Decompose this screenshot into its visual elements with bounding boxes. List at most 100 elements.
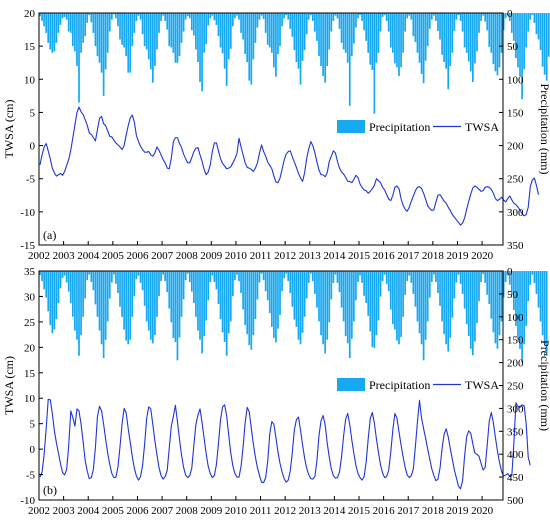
precipitation-bar [252, 13, 255, 60]
precipitation-bar [162, 271, 164, 275]
precipitation-bar [260, 271, 263, 274]
precipitation-bar [113, 271, 115, 275]
precipitation-bar [55, 271, 58, 320]
x-tick-label: 2016 [373, 505, 396, 517]
precipitation-bar [137, 13, 140, 16]
precipitation-bar [363, 13, 365, 31]
precipitation-bar [141, 13, 144, 35]
precipitation-bar [211, 271, 214, 276]
precipitation-bar [469, 13, 472, 72]
precipitation-bar [502, 13, 505, 31]
precipitation-bar [408, 271, 411, 276]
left-y-axis-label-a: TWSA (cm) [2, 100, 16, 159]
precipitation-bar [147, 271, 150, 331]
precipitation-bar [110, 13, 113, 20]
precipitation-bar [531, 13, 534, 15]
precipitation-bar [437, 13, 439, 31]
precipitation-bar [106, 271, 109, 322]
precipitation-bar [346, 271, 349, 344]
precipitation-bar [377, 13, 380, 53]
precipitation-bar [510, 13, 513, 33]
precipitation-bar [41, 13, 43, 21]
precipitation-bar [240, 13, 242, 33]
precipitation-bar [90, 271, 93, 282]
precipitation-bar [525, 271, 528, 326]
precipitation-bar [498, 13, 501, 68]
precipitation-bar [295, 271, 298, 327]
precipitation-bar [490, 13, 493, 53]
precipitation-bar [242, 13, 244, 40]
precipitation-bar [355, 13, 357, 28]
right-y-tick-label: 150 [507, 107, 524, 119]
precipitation-bar [193, 271, 195, 304]
precipitation-bar [145, 271, 148, 322]
precipitation-bar [69, 271, 72, 304]
precipitation-bar [96, 271, 99, 317]
x-tick-label: 2016 [373, 250, 396, 262]
precipitation-bar [394, 13, 396, 64]
precipitation-bar [314, 271, 316, 294]
precipitation-bar [500, 271, 503, 322]
legend-label-precipitation-b: Precipitation [369, 378, 430, 392]
precipitation-bar [80, 13, 82, 53]
precipitation-bar [416, 13, 419, 53]
precipitation-bar [400, 13, 402, 68]
precipitation-bar [41, 271, 43, 282]
precipitation-bar [199, 13, 201, 82]
precipitation-bar [84, 271, 87, 299]
precipitation-bar [168, 271, 171, 309]
precipitation-bar [53, 13, 56, 52]
precipitation-bar [353, 271, 355, 322]
precipitation-bar [486, 271, 489, 295]
precipitation-bar [74, 271, 76, 331]
precipitation-bar [361, 271, 363, 283]
precipitation-bar [543, 13, 546, 75]
left-y-tick-label: 15 [24, 41, 36, 53]
left-y-axis-label-b: TWSA (cm) [2, 356, 16, 415]
precipitation-bar [303, 13, 306, 51]
precipitation-bar [305, 271, 308, 299]
precipitation-bar [63, 271, 66, 276]
precipitation-bar [61, 13, 64, 19]
precipitation-bar [139, 271, 142, 283]
precipitation-bar [231, 13, 234, 27]
precipitation-bar [287, 13, 290, 20]
precipitation-bar [115, 13, 117, 19]
precipitation-bar [174, 13, 177, 63]
precipitation-bar [244, 13, 247, 55]
precipitation-bar [513, 271, 515, 310]
precipitation-bar [289, 13, 292, 29]
x-tick-label: 2006 [126, 250, 149, 262]
precipitation-bar [195, 271, 197, 317]
precipitation-bar [217, 13, 220, 37]
left-y-tick-label: 25 [24, 317, 36, 329]
precipitation-bar [482, 271, 484, 275]
precipitation-bar [82, 13, 84, 43]
x-tick-label: 2003 [53, 505, 76, 517]
precipitation-bar [65, 13, 68, 20]
precipitation-bar [221, 13, 224, 54]
x-tick-label: 2011 [250, 505, 272, 517]
precipitation-bar [277, 271, 279, 329]
precipitation-bar [369, 271, 372, 332]
precipitation-bar [529, 271, 532, 285]
precipitation-bar [521, 13, 523, 100]
precipitation-bar [110, 271, 113, 283]
precipitation-bar [531, 271, 534, 275]
precipitation-bar [178, 13, 181, 57]
precipitation-bar [348, 271, 351, 359]
left-y-tick-label: -10 [20, 207, 35, 219]
precipitation-bar [123, 271, 125, 330]
precipitation-bar [113, 13, 115, 15]
precipitation-bar [504, 13, 507, 19]
precipitation-bar [402, 271, 404, 317]
precipitation-bar [63, 13, 66, 17]
precipitation-bar [117, 13, 119, 27]
x-tick-label: 2015 [348, 505, 371, 517]
precipitation-bar [373, 271, 376, 348]
twsa-line-b [39, 398, 531, 490]
precipitation-bar [527, 13, 530, 32]
right-y-tick-label: 300 [507, 207, 524, 219]
precipitation-bars-b [39, 271, 548, 363]
precipitation-bar [428, 13, 431, 29]
